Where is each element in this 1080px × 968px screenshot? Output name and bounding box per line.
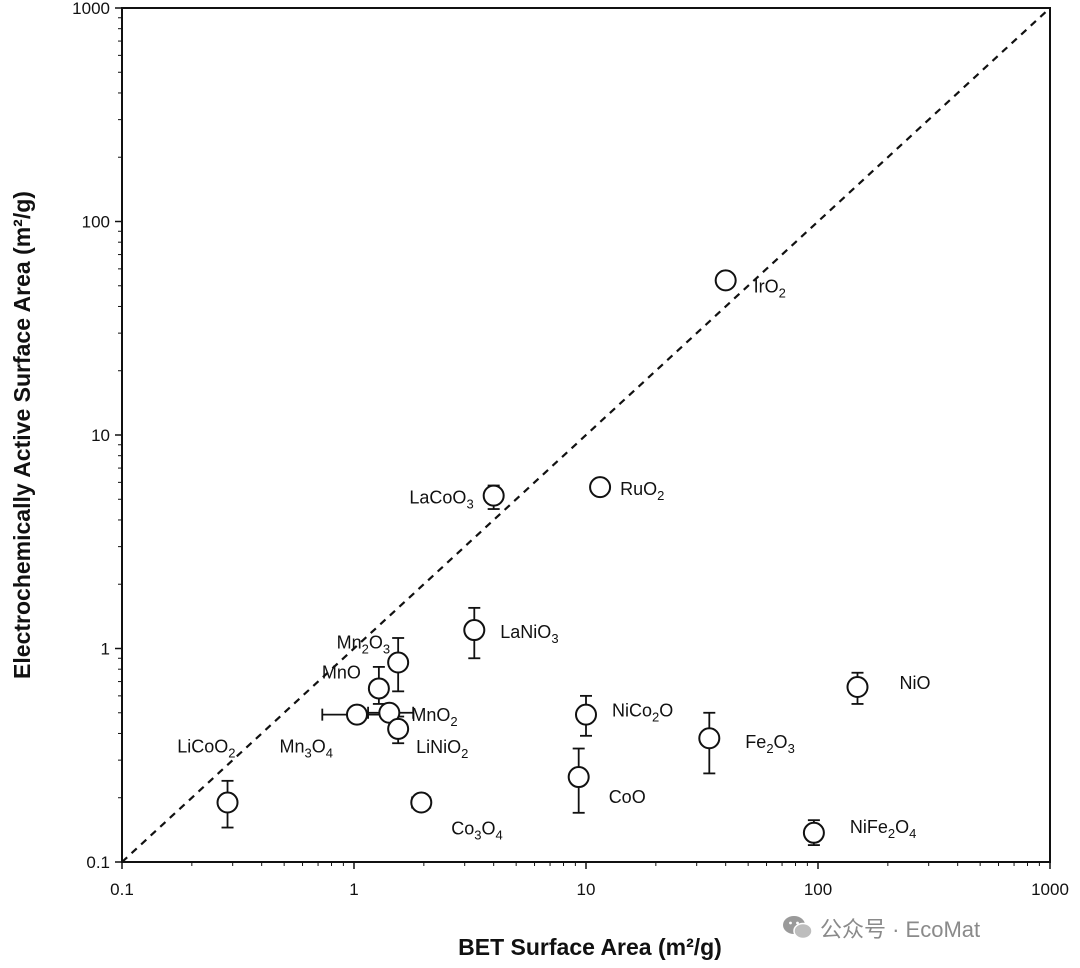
watermark-text: 公众号 · EcoMat — [820, 917, 981, 942]
y-tick-label: 1000 — [72, 0, 110, 18]
point-label: NiO — [900, 673, 931, 693]
wechat-icon — [783, 916, 813, 940]
x-axis-title: BET Surface Area (m²/g) — [458, 934, 722, 960]
data-point — [345, 703, 368, 726]
point-label: LiCoO2 — [177, 736, 235, 760]
data-point — [410, 791, 433, 814]
reference-line-y-equals-x — [121, 7, 1051, 863]
data-point — [463, 619, 486, 642]
x-tick-label: 1 — [349, 880, 358, 899]
data-point — [482, 484, 505, 507]
point-label: LaNiO3 — [500, 622, 558, 646]
data-point — [567, 766, 590, 789]
y-axis-title: Electrochemically Active Surface Area (m… — [9, 191, 35, 679]
watermark: 公众号 · EcoMat — [782, 912, 980, 944]
data-point — [367, 677, 390, 700]
point-label: RuO2 — [620, 479, 664, 503]
y-tick-label: 10 — [91, 426, 110, 445]
point-label: Co3O4 — [451, 818, 503, 842]
data-point — [802, 821, 825, 844]
point-label: CoO — [609, 787, 646, 807]
data-point — [387, 651, 410, 674]
x-tick-label: 0.1 — [110, 880, 134, 899]
data-point — [698, 727, 721, 750]
point-label: MnO — [322, 662, 361, 682]
point-label: LaCoO3 — [409, 488, 473, 512]
data-point — [846, 676, 869, 699]
x-tick-label: 100 — [804, 880, 832, 899]
point-label: LiNiO2 — [416, 737, 468, 761]
y-tick-label: 1 — [101, 640, 110, 659]
data-point — [216, 791, 239, 814]
data-point — [387, 717, 410, 740]
point-label: NiCo2O — [612, 701, 673, 725]
x-tick-label: 10 — [577, 880, 596, 899]
point-label: Mn3O4 — [279, 737, 333, 761]
data-point — [714, 269, 737, 292]
data-point — [589, 476, 612, 499]
point-label: NiFe2O4 — [850, 817, 917, 841]
y-tick-label: 100 — [82, 213, 110, 232]
point-label: MnO2 — [411, 705, 457, 729]
data-point — [575, 703, 597, 726]
x-tick-label: 1000 — [1031, 880, 1069, 899]
y-tick-label: 0.1 — [86, 853, 110, 872]
point-label: Fe2O3 — [745, 732, 795, 756]
point-label: Mn2O3 — [337, 632, 391, 656]
point-label: IrO2 — [754, 276, 786, 300]
